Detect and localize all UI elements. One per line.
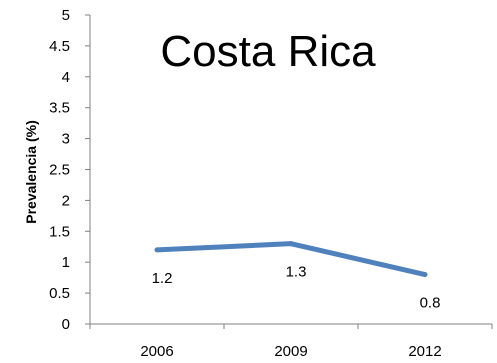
y-tick-label: 2 [62,192,70,209]
x-tick-label: 2012 [408,343,441,360]
y-tick-label: 1 [62,254,70,271]
y-tick-label: 2.5 [49,162,70,179]
y-axis-title: Prevalencia (%) [23,120,39,224]
chart-title: Costa Rica [160,27,376,76]
x-axis-ticks: 2006 2009 2012 [89,324,493,360]
y-tick-label: 3 [62,131,70,148]
data-label: 1.2 [152,270,173,287]
series-layer [154,241,428,278]
y-axis-ticks: 0 0.5 1 1.5 2 2.5 3 3.5 4 4.5 5 [49,7,90,333]
y-tick-label: 4.5 [49,38,70,55]
data-label: 1.3 [286,264,307,281]
y-tick-label: 0 [62,316,70,333]
data-labels: 1.2 1.3 0.8 [152,264,441,312]
data-point [288,241,294,247]
x-tick-label: 2006 [140,343,173,360]
y-tick-label: 3.5 [49,100,70,117]
y-tick-label: 0.5 [49,285,70,302]
y-tick-label: 5 [62,7,70,24]
data-label: 0.8 [420,295,441,312]
x-tick-label: 2009 [274,343,307,360]
y-tick-label: 4 [62,69,70,86]
data-point [422,272,428,278]
y-tick-label: 1.5 [49,223,70,240]
data-point [154,247,160,253]
